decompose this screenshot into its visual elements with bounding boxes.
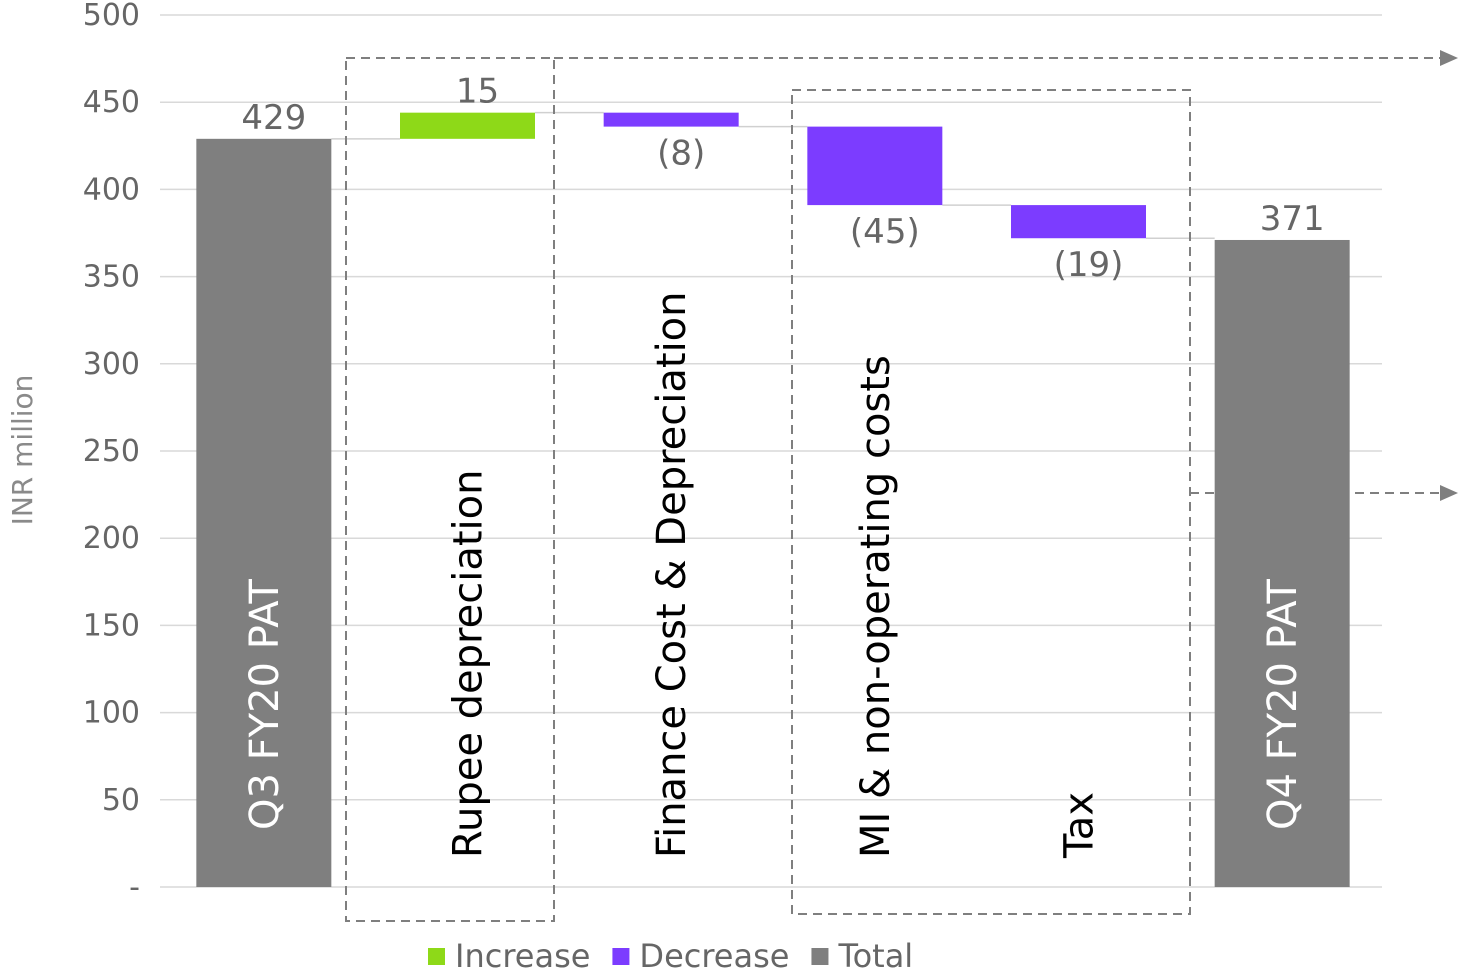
data-label: (19)	[1054, 245, 1124, 285]
legend-label: Increase	[455, 937, 590, 975]
y-tick-label: 350	[83, 260, 140, 295]
category-label: MI & non-operating costs	[853, 355, 899, 858]
dashed-frame-rupee	[345, 57, 555, 922]
data-label: (8)	[657, 134, 705, 174]
category-label: Rupee depreciation	[446, 470, 492, 858]
y-tick-label: 200	[83, 521, 140, 556]
dashed-group-frames	[345, 50, 1458, 922]
arrowhead-top-icon	[1440, 50, 1458, 66]
category-label: Q3 FY20 PAT	[242, 578, 288, 830]
y-tick-label: -	[129, 870, 140, 905]
category-label: Tax	[1057, 792, 1103, 859]
data-label: 371	[1260, 199, 1325, 239]
y-tick-label: 250	[83, 434, 140, 469]
legend: Increase Decrease Total	[428, 937, 913, 975]
data-labels: 429 15 (8) (45) (19) 371	[241, 72, 1324, 286]
gridlines	[160, 14, 1382, 888]
legend-label: Decrease	[639, 937, 789, 975]
dashed-frame-costs	[791, 89, 1191, 915]
y-tick-label: 500	[83, 0, 140, 33]
y-axis-ticks: - 50 100 150 200 250 300 350 400 450 500	[83, 0, 140, 905]
connector-lines	[331, 111, 1215, 239]
bar-total	[1214, 239, 1350, 887]
bar-total	[196, 138, 332, 888]
y-tick-label: 100	[83, 696, 140, 731]
category-label: Q4 FY20 PAT	[1260, 578, 1306, 830]
y-tick-label: 450	[83, 85, 140, 120]
y-axis-title: INR million	[6, 375, 39, 526]
legend-swatch	[811, 948, 829, 965]
bars	[196, 112, 1350, 888]
data-label: 429	[241, 98, 306, 138]
category-label: Finance Cost & Depreciation	[649, 291, 695, 858]
bar-increase	[400, 112, 535, 139]
y-tick-label: 50	[102, 783, 140, 818]
bar-decrease	[603, 112, 739, 127]
bar-decrease	[807, 126, 943, 206]
bar-decrease	[1011, 205, 1146, 239]
category-labels: Q3 FY20 PAT Rupee depreciation Finance Cos…	[242, 291, 1306, 859]
arrowhead-bottom-icon	[1440, 485, 1458, 501]
data-label: 15	[456, 72, 499, 112]
y-tick-label: 300	[83, 347, 140, 382]
data-label: (45)	[850, 212, 920, 252]
y-tick-label: 150	[83, 608, 140, 643]
legend-label: Total	[837, 937, 913, 975]
legend-swatch	[428, 948, 445, 965]
legend-swatch	[612, 948, 630, 965]
y-tick-label: 400	[83, 172, 140, 207]
